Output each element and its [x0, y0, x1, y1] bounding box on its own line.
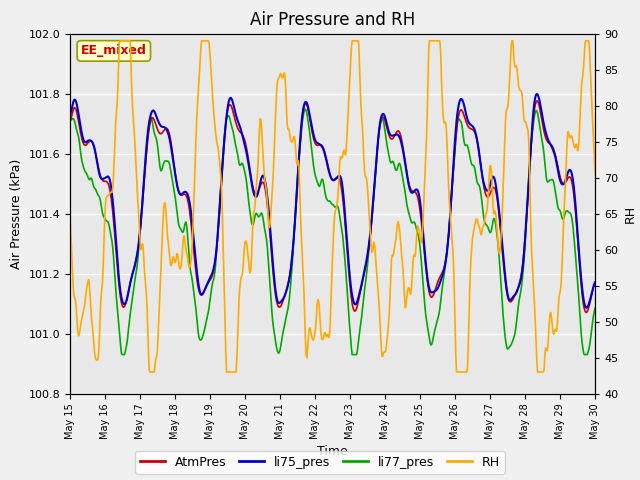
Text: EE_mixed: EE_mixed	[81, 44, 147, 58]
Title: Air Pressure and RH: Air Pressure and RH	[250, 11, 415, 29]
X-axis label: Time: Time	[317, 445, 348, 458]
Y-axis label: Air Pressure (kPa): Air Pressure (kPa)	[10, 158, 24, 269]
Legend: AtmPres, li75_pres, li77_pres, RH: AtmPres, li75_pres, li77_pres, RH	[135, 451, 505, 474]
Y-axis label: RH: RH	[624, 204, 637, 223]
